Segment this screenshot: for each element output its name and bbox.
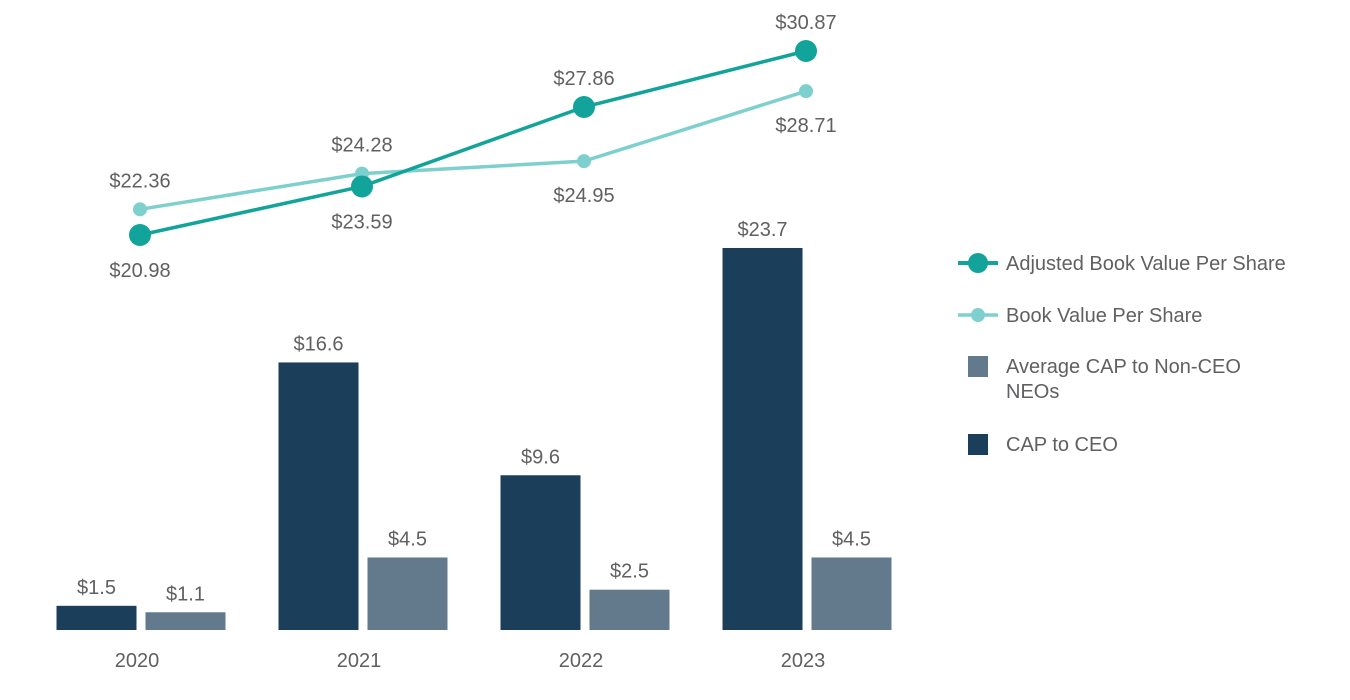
- point-book-value-per-share-2020: [133, 202, 147, 217]
- legend-marker-swatch: [968, 253, 988, 273]
- line-label-book-value-per-share-2020: $22.36: [109, 170, 170, 192]
- point-book-value-per-share-2023: [799, 84, 813, 99]
- line-label-adjusted-book-value-per-share-2022: $27.86: [553, 68, 614, 90]
- legend-label: Adjusted Book Value Per Share: [1006, 253, 1286, 275]
- legend-item-1: Book Value Per Share: [958, 305, 1202, 327]
- point-book-value-per-share-2022: [577, 154, 591, 169]
- bar-label-cap-to-ceo-2020: $1.5: [77, 577, 116, 599]
- point-adjusted-book-value-per-share-2022: [573, 96, 595, 118]
- line-book-value-per-share: [139, 89, 807, 212]
- bar-label-average-cap-to-non-ceo-neos-2023: $4.5: [832, 528, 871, 550]
- bar-average-cap-to-non-ceo-neos-2023: [811, 557, 892, 630]
- bar-label-cap-to-ceo-2023: $23.7: [737, 219, 787, 241]
- bar-average-cap-to-non-ceo-neos-2021: [367, 557, 448, 630]
- x-tick-label-2020: 2020: [115, 650, 160, 672]
- x-tick-label-2022: 2022: [559, 650, 604, 672]
- line-label-adjusted-book-value-per-share-2021: $23.59: [331, 211, 392, 233]
- legend: Adjusted Book Value Per Share Book Value …: [958, 253, 1286, 456]
- legend-label: NEOs: [1006, 381, 1059, 403]
- legend-label: Average CAP to Non-CEO: [1006, 356, 1241, 378]
- x-axis: 2020 2021 2022 2023: [115, 650, 826, 672]
- bar-label-cap-to-ceo-2021: $16.6: [293, 333, 343, 355]
- point-adjusted-book-value-per-share-2021: [351, 175, 373, 198]
- bar-label-average-cap-to-non-ceo-neos-2020: $1.1: [166, 583, 205, 605]
- line-label-adjusted-book-value-per-share-2020: $20.98: [109, 260, 170, 282]
- point-adjusted-book-value-per-share-2023: [795, 40, 817, 62]
- bar-average-cap-to-non-ceo-neos-2020: [145, 612, 226, 630]
- legend-marker-swatch: [971, 308, 985, 322]
- bar-layer: $1.5 $16.6 $9.6 $23.7 $1.1 $4.5 $2.5 $4.5: [56, 219, 892, 630]
- bar-cap-to-ceo-2021: [278, 362, 359, 630]
- line-label-book-value-per-share-2021: $24.28: [331, 135, 392, 157]
- line-adjusted-book-value-per-share: [139, 49, 807, 237]
- bar-label-average-cap-to-non-ceo-neos-2022: $2.5: [610, 561, 649, 583]
- legend-box-swatch: [968, 434, 988, 455]
- bar-cap-to-ceo-2023: [722, 248, 803, 630]
- line-label-book-value-per-share-2023: $28.71: [775, 115, 836, 137]
- bar-label-average-cap-to-non-ceo-neos-2021: $4.5: [388, 528, 427, 550]
- x-tick-label-2021: 2021: [337, 650, 382, 672]
- x-tick-label-2023: 2023: [781, 650, 826, 672]
- line-layer: $20.98 $23.59 $27.86 $30.87 $22.36 $24.28 $24.…: [109, 12, 836, 282]
- point-adjusted-book-value-per-share-2020: [129, 224, 151, 246]
- legend-label: CAP to CEO: [1006, 434, 1118, 456]
- bar-cap-to-ceo-2020: [56, 605, 137, 630]
- legend-item-2: Average CAP to Non-CEO NEOs: [968, 356, 1241, 403]
- legend-item-0: Adjusted Book Value Per Share: [958, 253, 1286, 275]
- line-label-adjusted-book-value-per-share-2023: $30.87: [775, 12, 836, 34]
- bar-label-cap-to-ceo-2022: $9.6: [521, 446, 560, 468]
- legend-item-3: CAP to CEO: [968, 434, 1118, 456]
- bar-cap-to-ceo-2022: [500, 475, 581, 630]
- legend-box-swatch: [968, 356, 988, 377]
- bar-average-cap-to-non-ceo-neos-2022: [589, 589, 670, 630]
- legend-label: Book Value Per Share: [1006, 305, 1202, 327]
- line-label-book-value-per-share-2022: $24.95: [553, 185, 614, 207]
